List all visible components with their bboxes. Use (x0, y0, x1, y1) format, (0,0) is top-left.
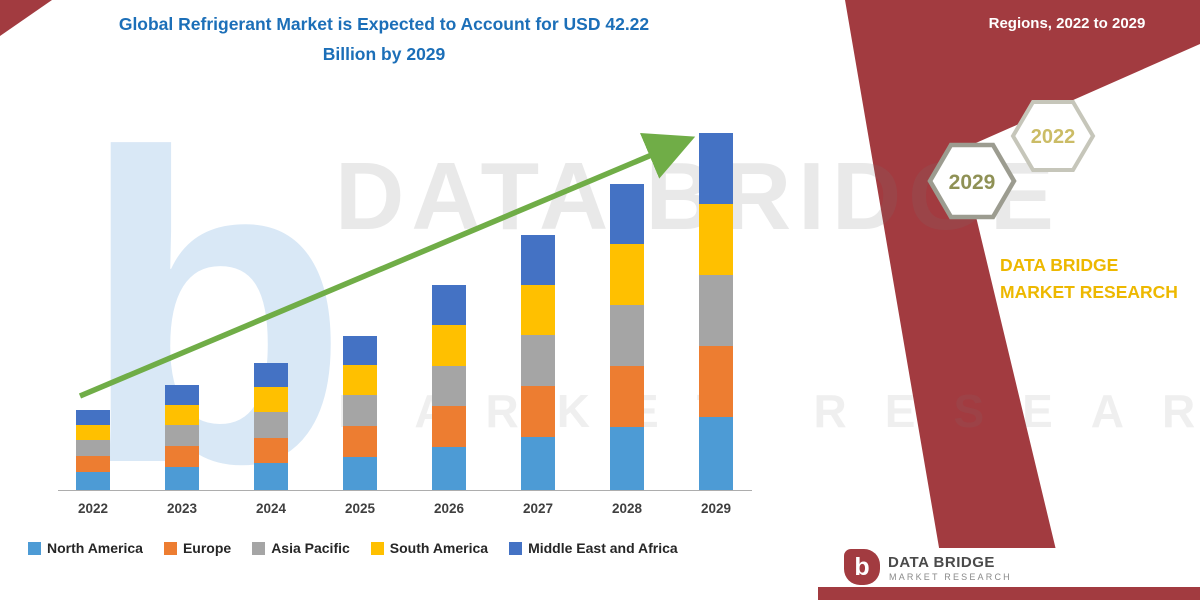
legend-swatch (509, 541, 523, 555)
bar-segment (343, 364, 377, 396)
bar-2029 (699, 133, 733, 490)
bar-segment (76, 472, 110, 490)
bar-segment (521, 335, 555, 387)
bar-segment (521, 386, 555, 437)
bar-segment (165, 385, 199, 405)
bar-2025 (343, 336, 377, 490)
legend-item: Europe (163, 540, 232, 556)
legend: North America Europe Asia Pacific South Ame… (28, 540, 678, 556)
bar-2026 (432, 285, 466, 490)
bar-segment (165, 467, 199, 490)
hexagon-2022-label: 2022 (1031, 126, 1076, 148)
bar-segment (699, 274, 733, 346)
plot-area (60, 120, 750, 490)
bar-segment (699, 416, 733, 490)
footer-brand-subtitle: MARKET RESEARCH (889, 572, 1012, 582)
year-hexagons: 2022 2029 (927, 100, 1096, 220)
bar-segment (254, 362, 288, 388)
x-tick-label: 2025 (344, 501, 376, 516)
x-tick-label: 2026 (433, 501, 465, 516)
bar-segment (432, 325, 466, 366)
bar-segment (432, 365, 466, 407)
bar-segment (610, 305, 644, 366)
bar-2028 (610, 184, 644, 490)
footer-brand-name: DATA BRIDGE (888, 554, 995, 571)
footer-logo-icon: b (844, 549, 880, 585)
hexagon-2022 (1010, 100, 1096, 172)
bar-segment (610, 426, 644, 490)
chart-title-line2: Billion by 2029 (322, 44, 446, 65)
legend-label: Europe (182, 540, 232, 556)
hexagon-2029-label: 2029 (949, 171, 996, 194)
bar-segment (254, 463, 288, 490)
chart-title: Global Refrigerant Market is Expected to… (38, 9, 730, 69)
x-axis-line (58, 490, 752, 491)
bar-segment (521, 284, 555, 336)
chart-title-line1: Global Refrigerant Market is Expected to… (118, 14, 650, 34)
legend-label: South America (389, 540, 489, 556)
x-tick-label: 2024 (255, 501, 287, 516)
corner-triangle-decoration (0, 0, 52, 36)
legend-item: Asia Pacific (252, 540, 350, 556)
legend-swatch (370, 541, 384, 555)
bar-segment (432, 406, 466, 447)
bar-segment (165, 425, 199, 447)
legend-label: Middle East and Africa (528, 540, 678, 556)
ribbon-heading: Regions, 2022 to 2029 (988, 15, 1146, 32)
bar-segment (432, 446, 466, 490)
x-tick-label: 2023 (166, 501, 198, 516)
bar-2024 (254, 362, 288, 490)
bar-segment (76, 440, 110, 457)
bar-segment (343, 336, 377, 365)
bar-segment (432, 285, 466, 326)
bar-segment (76, 456, 110, 473)
bar-segment (343, 425, 377, 457)
bar-segment (165, 446, 199, 468)
diagonal-ribbon-decoration (845, 0, 1200, 600)
legend-item: North America (28, 540, 143, 556)
x-tick-label: 2022 (77, 501, 109, 516)
brand-name-text: DATA BRIDGE MARKET RESEARCH (1000, 255, 1178, 303)
bar-2023 (165, 385, 199, 490)
footer-brand-block: b DATA BRIDGE MARKET RESEARCH (818, 548, 1200, 600)
bar-segment (699, 345, 733, 417)
bar-segment (343, 457, 377, 490)
legend-item: Middle East and Africa (509, 540, 678, 556)
x-tick-label: 2028 (611, 501, 643, 516)
footer-accent-strip (818, 587, 1200, 600)
bar-segment (165, 404, 199, 426)
bar-segment (610, 365, 644, 427)
bar-segment (254, 412, 288, 438)
legend-label: North America (47, 540, 143, 556)
legend-swatch (163, 541, 177, 555)
legend-item: South America (370, 540, 489, 556)
x-tick-label: 2027 (522, 501, 554, 516)
bar-segment (76, 424, 110, 441)
x-tick-label: 2029 (700, 501, 732, 516)
legend-swatch (28, 541, 41, 555)
bar-segment (610, 184, 644, 245)
bar-segment (254, 387, 288, 413)
bar-segment (610, 244, 644, 306)
hexagon-2029 (927, 142, 1017, 220)
bar-segment (521, 436, 555, 490)
bar-segment (699, 203, 733, 275)
legend-swatch (252, 541, 266, 555)
legend-label: Asia Pacific (271, 540, 350, 556)
x-axis-labels: 2022 2023 2024 2025 2026 2027 2028 2029 (60, 501, 750, 523)
bar-segment (254, 437, 288, 463)
bar-segment (343, 395, 377, 426)
bar-segment (76, 409, 110, 425)
bar-2027 (521, 234, 555, 490)
bar-segment (521, 234, 555, 285)
bar-segment (699, 133, 733, 204)
bar-2022 (76, 409, 110, 490)
